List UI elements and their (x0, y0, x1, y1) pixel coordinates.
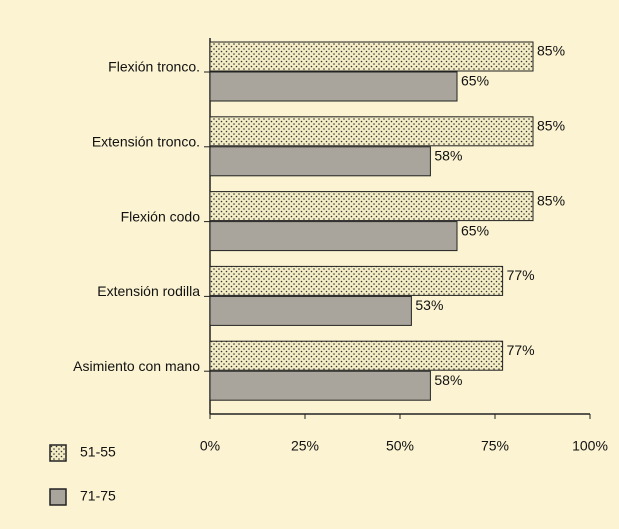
bar (209, 146, 431, 177)
bar (209, 116, 534, 147)
value-label: 77% (507, 342, 535, 358)
bar (209, 265, 504, 296)
bar (209, 191, 534, 222)
value-label: 85% (537, 43, 565, 59)
legend-label: 71-75 (80, 488, 116, 504)
value-label: 58% (434, 148, 462, 164)
bar (209, 295, 412, 326)
x-tick-label: 100% (572, 438, 608, 454)
y-tick-label: Flexión tronco. (108, 59, 200, 75)
bar (209, 340, 504, 371)
value-label: 53% (415, 297, 443, 313)
y-tick-label: Extensión rodilla (97, 283, 200, 299)
x-tick-label: 75% (481, 438, 509, 454)
value-label: 77% (507, 267, 535, 283)
legend-swatch (49, 444, 67, 462)
value-label: 65% (461, 73, 489, 89)
y-tick-label: Asimiento con mano (73, 358, 200, 374)
x-tick-label: 50% (386, 438, 414, 454)
x-tick-label: 0% (200, 438, 220, 454)
bar (209, 221, 458, 252)
bar (209, 370, 431, 401)
value-label: 85% (537, 118, 565, 134)
value-label: 85% (537, 192, 565, 208)
value-label: 58% (434, 372, 462, 388)
x-tick-label: 25% (291, 438, 319, 454)
bar (209, 71, 458, 102)
y-tick-label: Extensión tronco. (92, 134, 200, 150)
value-label: 65% (461, 222, 489, 238)
y-tick-label: Flexión codo (121, 208, 201, 224)
legend-swatch (49, 488, 67, 506)
legend-label: 51-55 (80, 444, 116, 460)
bar (209, 41, 534, 72)
